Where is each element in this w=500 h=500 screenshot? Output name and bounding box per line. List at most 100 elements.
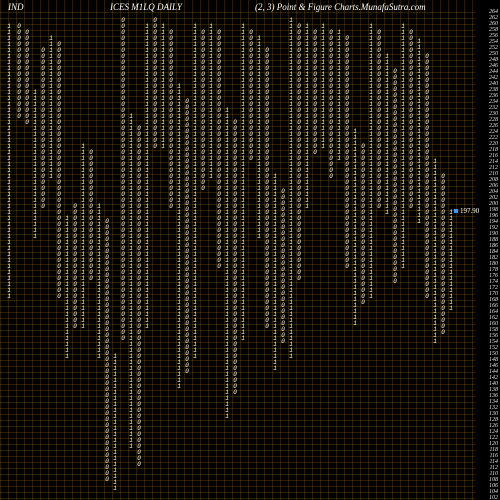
pf-column: 000000000000000000000 xyxy=(71,0,79,500)
marker-dot-icon xyxy=(454,209,458,213)
pf-column: 111111111111111111111111 xyxy=(47,0,55,500)
o-cell: 0 xyxy=(439,330,447,336)
pf-column: 1111111111111111111111111111111111 xyxy=(255,0,263,500)
pf-column: 0000000000000000000000000000000000000000… xyxy=(263,0,271,500)
x-cell: 1 xyxy=(383,210,391,216)
y-axis-label: 102 xyxy=(489,495,498,500)
grid-col xyxy=(472,0,473,500)
o-cell: 0 xyxy=(343,264,351,270)
pf-column: 1111111111111111111111111 xyxy=(31,0,39,500)
o-cell: 0 xyxy=(375,204,383,210)
pf-column: 1111111111111111111111111111111 xyxy=(431,0,439,500)
pf-column: 000000000000000000000000000000000000 xyxy=(391,0,399,500)
pf-column: 000000000000000000000000000000 xyxy=(167,0,175,500)
x-cell: 1 xyxy=(367,294,375,300)
o-cell: 0 xyxy=(119,336,127,342)
pf-column: 000000000000000000000000000 xyxy=(359,0,367,500)
o-cell: 0 xyxy=(23,120,31,126)
pf-column: 111111111111111111111111 xyxy=(63,0,71,500)
pf-column: 000000000000000000000000000 xyxy=(439,0,447,500)
pf-column: 0000000000000000000000 xyxy=(247,0,255,500)
pf-column: 111111111111111111111111111111111 xyxy=(351,0,359,500)
o-cell: 0 xyxy=(151,144,159,150)
pf-column: 0000000000000000000000000 xyxy=(327,0,335,500)
o-cell: 0 xyxy=(87,276,95,282)
pf-column: 1111111111111111111111111111111111111111… xyxy=(127,0,135,500)
current-price-value: 197.90 xyxy=(460,207,479,215)
pf-column: 1111111111111111111111111111111111111111… xyxy=(399,0,407,500)
current-price-marker: 197.90 xyxy=(454,208,479,215)
pf-column: 1111111111111111111111 xyxy=(335,0,343,500)
x-cell: 1 xyxy=(47,174,55,180)
pf-column: 0000000000000000000000000000000000000000… xyxy=(295,0,303,500)
pf-column: 0000000000000000000000000000000000000000… xyxy=(183,0,191,500)
pf-column: 0000000000000000000000000000000000000000 xyxy=(215,0,223,500)
o-cell: 0 xyxy=(263,324,271,330)
o-cell: 0 xyxy=(103,477,111,483)
grid-col xyxy=(456,0,457,500)
x-cell: 1 xyxy=(63,354,71,360)
x-cell: 1 xyxy=(207,174,215,180)
pf-column: 000000000000000000000000000 xyxy=(199,0,207,500)
plot-area: 1111111111111111111111111111111111111111… xyxy=(0,0,475,500)
x-cell: 1 xyxy=(303,204,311,210)
pf-column: 0000000000000000000000000000000000000000… xyxy=(423,0,431,500)
grid-col xyxy=(464,0,465,500)
o-cell: 0 xyxy=(167,204,175,210)
pf-column: 11111111111111111111111111 xyxy=(95,0,103,500)
o-cell: 0 xyxy=(183,369,191,375)
o-cell: 0 xyxy=(231,390,239,396)
x-cell: 1 xyxy=(287,354,295,360)
pf-column: 000000000000000000000000000000 xyxy=(375,0,383,500)
pf-column: 1111111111111111111111111111111111111111… xyxy=(175,0,183,500)
pf-column: 0000000000000000000000000000000000000000… xyxy=(231,0,239,500)
x-cell: 1 xyxy=(95,354,103,360)
pf-column: 111111111111111111111111111111111 xyxy=(271,0,279,500)
o-cell: 0 xyxy=(327,174,335,180)
pf-column: 111111111111111111111 xyxy=(159,0,167,500)
pf-column: 1111111111111111111111111111111111111111… xyxy=(287,0,295,500)
o-cell: 0 xyxy=(55,294,63,300)
header-source: (2, 3) Point & Figure Charts.MunafaSutra… xyxy=(255,2,426,12)
o-cell: 0 xyxy=(215,264,223,270)
pf-column: 00000000000000000000000000 xyxy=(279,0,287,500)
header-title: ICES M1LQ DAILY xyxy=(110,2,182,12)
pf-column: 0000000000000000000000 xyxy=(151,0,159,500)
pf-column: 0000000000000000000000000000000000000000… xyxy=(119,0,127,500)
pf-column: 11111111111111111111111111 xyxy=(207,0,215,500)
x-cell: 1 xyxy=(159,144,167,150)
pf-column: 000000000000000000000000000000000000000 xyxy=(343,0,351,500)
header-symbol: IND xyxy=(8,2,24,12)
y-axis: 2642622602582562542522502482462442422402… xyxy=(475,0,500,500)
o-cell: 0 xyxy=(247,156,255,162)
pf-column: 1111111111111111111111111111111111111111… xyxy=(5,0,13,500)
x-cell: 1 xyxy=(271,366,279,372)
o-cell: 0 xyxy=(71,324,79,330)
o-cell: 0 xyxy=(311,150,319,156)
o-cell: 0 xyxy=(279,339,287,345)
x-cell: 1 xyxy=(335,156,343,162)
o-cell: 0 xyxy=(295,276,303,282)
pf-column: 11111111111111111111111 xyxy=(111,0,119,500)
pf-column: 1111111111111111111111111111111111111111… xyxy=(191,0,199,500)
o-cell: 0 xyxy=(359,300,367,306)
pf-column: 0000000000000000 xyxy=(23,0,31,500)
x-cell: 1 xyxy=(5,294,13,300)
pf-column: 0000000000000000000000000000000000000000… xyxy=(55,0,63,500)
x-cell: 1 xyxy=(431,339,439,345)
pf-column: 1111111111111111111111111111111111111111… xyxy=(239,0,247,500)
x-cell: 1 xyxy=(223,414,231,420)
x-cell: 1 xyxy=(239,336,247,342)
o-cell: 0 xyxy=(423,294,431,300)
pf-column: 1111111111111111111111111111111111111111… xyxy=(143,0,151,500)
x-cell: 1 xyxy=(255,234,263,240)
pf-column: 000000000000000000000000000000 xyxy=(407,0,415,500)
o-cell: 0 xyxy=(199,186,207,192)
pf-column: 1111111111111111111111111111111 xyxy=(415,0,423,500)
x-cell: 1 xyxy=(319,144,327,150)
x-cell: 1 xyxy=(399,264,407,270)
o-cell: 0 xyxy=(15,114,23,120)
x-cell: 1 xyxy=(31,234,39,240)
x-cell: 1 xyxy=(143,324,151,330)
pf-chart-container: 1111111111111111111111111111111111111111… xyxy=(0,0,500,500)
